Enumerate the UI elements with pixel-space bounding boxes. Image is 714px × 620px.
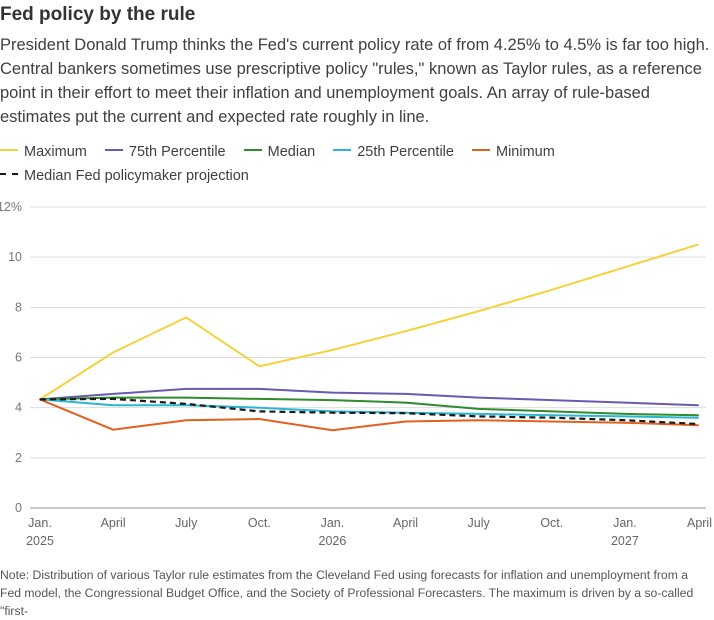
- legend-swatch-75th-percentile: [104, 149, 123, 152]
- x-tick-label: Oct.: [248, 516, 271, 530]
- legend-swatch-maximum: [0, 149, 18, 152]
- legend-item-maximum: Maximum: [0, 140, 87, 164]
- chart-note: Note: Distribution of various Taylor rul…: [0, 568, 694, 618]
- x-tick-label: Jan.: [321, 516, 345, 530]
- line-chart: 0 2 4 6 8 10 12% Jan. 2025 April July Oct. Jan. 2026…: [0, 200, 712, 548]
- chart-title: Fed policy by the rule: [0, 4, 196, 25]
- x-tick-label: Jan.: [613, 516, 637, 530]
- x-axis-labels: Jan. 2025 April July Oct. Jan. 2026 April July Oc…: [26, 516, 712, 548]
- x-tick-label: April: [101, 516, 126, 530]
- series-line-minimum: [39, 398, 699, 432]
- y-tick-label: 6: [15, 351, 22, 365]
- chart-subtitle: President Donald Trump thinks the Fed's …: [0, 36, 710, 126]
- legend-swatch-minimum: [472, 149, 490, 152]
- y-tick-label: 4: [15, 401, 22, 415]
- legend-swatch-25th-percentile: [333, 149, 352, 152]
- series-lines: [39, 243, 699, 432]
- legend: Maximum 75th Percentile Median 25th Perc…: [0, 140, 712, 188]
- series-line-75th-percentile: [39, 387, 699, 407]
- legend-label-median: Median: [267, 144, 316, 160]
- series-line-maximum: [39, 243, 699, 401]
- legend-label-fed-projection: Median Fed policymaker projection: [24, 168, 249, 184]
- y-tick-label: 2: [15, 451, 22, 465]
- legend-swatch-fed-projection: [0, 173, 18, 176]
- y-axis-labels: 0 2 4 6 8 10 12%: [0, 200, 22, 515]
- legend-item-median: Median: [243, 140, 316, 164]
- y-tick-label: 10: [8, 250, 22, 264]
- series-line-25th-percentile: [39, 398, 699, 419]
- x-tick-year: 2026: [319, 534, 347, 548]
- legend-item-minimum: Minimum: [472, 140, 555, 164]
- x-tick-label: April: [393, 516, 418, 530]
- x-tick-label: Jan.: [28, 516, 52, 530]
- x-tick-label: July: [468, 516, 491, 530]
- legend-label-25th-percentile: 25th Percentile: [357, 144, 454, 160]
- grid: [30, 206, 706, 509]
- legend-item-75th-percentile: 75th Percentile: [104, 140, 226, 164]
- x-tick-label: Oct.: [540, 516, 563, 530]
- x-tick-year: 2025: [26, 534, 54, 548]
- legend-label-75th-percentile: 75th Percentile: [128, 144, 226, 160]
- legend-label-minimum: Minimum: [496, 144, 555, 160]
- x-tick-year: 2027: [611, 534, 639, 548]
- legend-label-maximum: Maximum: [24, 144, 87, 160]
- y-tick-label: 8: [15, 300, 22, 314]
- y-tick-label: 12%: [0, 200, 22, 214]
- y-tick-label: 0: [15, 501, 22, 515]
- series-line-median: [39, 396, 699, 417]
- legend-item-25th-percentile: 25th Percentile: [333, 140, 454, 164]
- legend-swatch-median: [243, 149, 262, 152]
- legend-item-fed-projection: Median Fed policymaker projection: [0, 164, 249, 188]
- x-tick-label: April: [687, 516, 712, 530]
- x-tick-label: July: [175, 516, 198, 530]
